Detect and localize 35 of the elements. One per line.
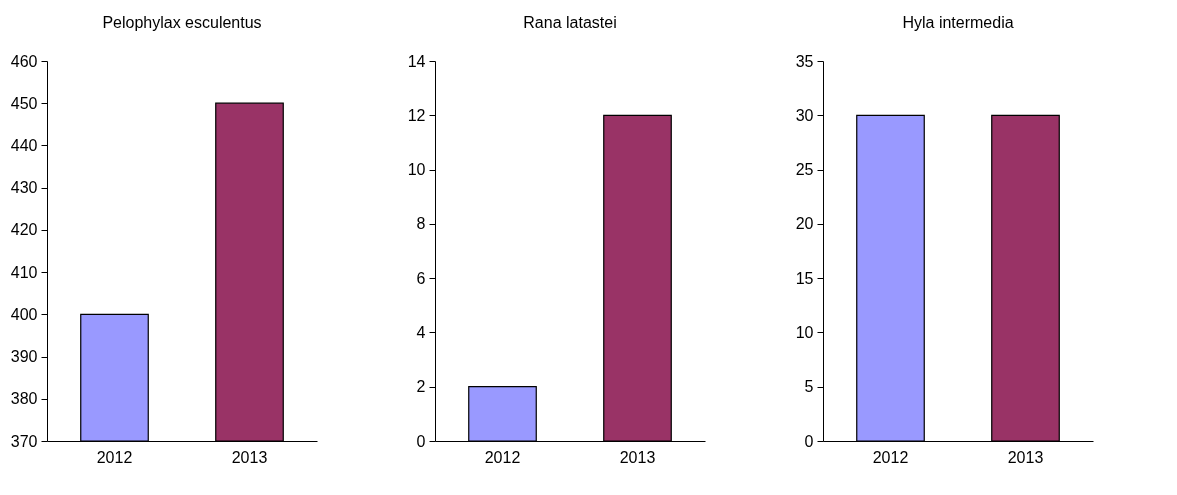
y-tick-label: 10	[407, 161, 426, 179]
y-tick-label: 2	[416, 378, 426, 396]
x-tick-label: 2012	[484, 448, 521, 466]
y-tick-label: 6	[416, 269, 426, 287]
x-tick-label: 2012	[96, 448, 133, 466]
y-tick-label: 4	[416, 323, 426, 341]
y-tick-label: 370	[10, 432, 38, 450]
y-tick-label: 380	[10, 390, 38, 408]
x-tick-label: 2013	[619, 448, 656, 466]
y-tick-label: 12	[407, 106, 426, 124]
y-tick-label: 0	[416, 432, 426, 450]
y-tick-label: 460	[10, 52, 38, 70]
y-tick-label: 400	[10, 305, 38, 323]
y-tick-label: 20	[795, 215, 814, 233]
y-tick-label: 390	[10, 348, 38, 366]
y-tick-label: 440	[10, 136, 38, 154]
chart-title: Pelophylax esculentus	[102, 14, 262, 31]
y-tick-label: 25	[795, 161, 814, 179]
y-tick-label: 30	[795, 106, 814, 124]
chart-title: Rana latastei	[523, 14, 617, 31]
y-tick-label: 430	[10, 179, 38, 197]
y-tick-label: 14	[407, 52, 426, 70]
y-tick-label: 8	[416, 215, 426, 233]
y-tick-label: 450	[10, 94, 38, 112]
y-tick-label: 10	[795, 323, 814, 341]
x-tick-label: 2013	[1007, 448, 1044, 466]
y-tick-label: 35	[795, 52, 814, 70]
x-tick-label: 2012	[872, 448, 909, 466]
x-tick-label: 2013	[231, 448, 268, 466]
y-tick-label: 410	[10, 263, 38, 281]
y-tick-label: 0	[804, 432, 814, 450]
y-tick-label: 15	[795, 269, 814, 287]
chart-title: Hyla intermedia	[902, 14, 1014, 31]
y-tick-label: 5	[804, 378, 814, 396]
y-tick-label: 420	[10, 221, 38, 239]
